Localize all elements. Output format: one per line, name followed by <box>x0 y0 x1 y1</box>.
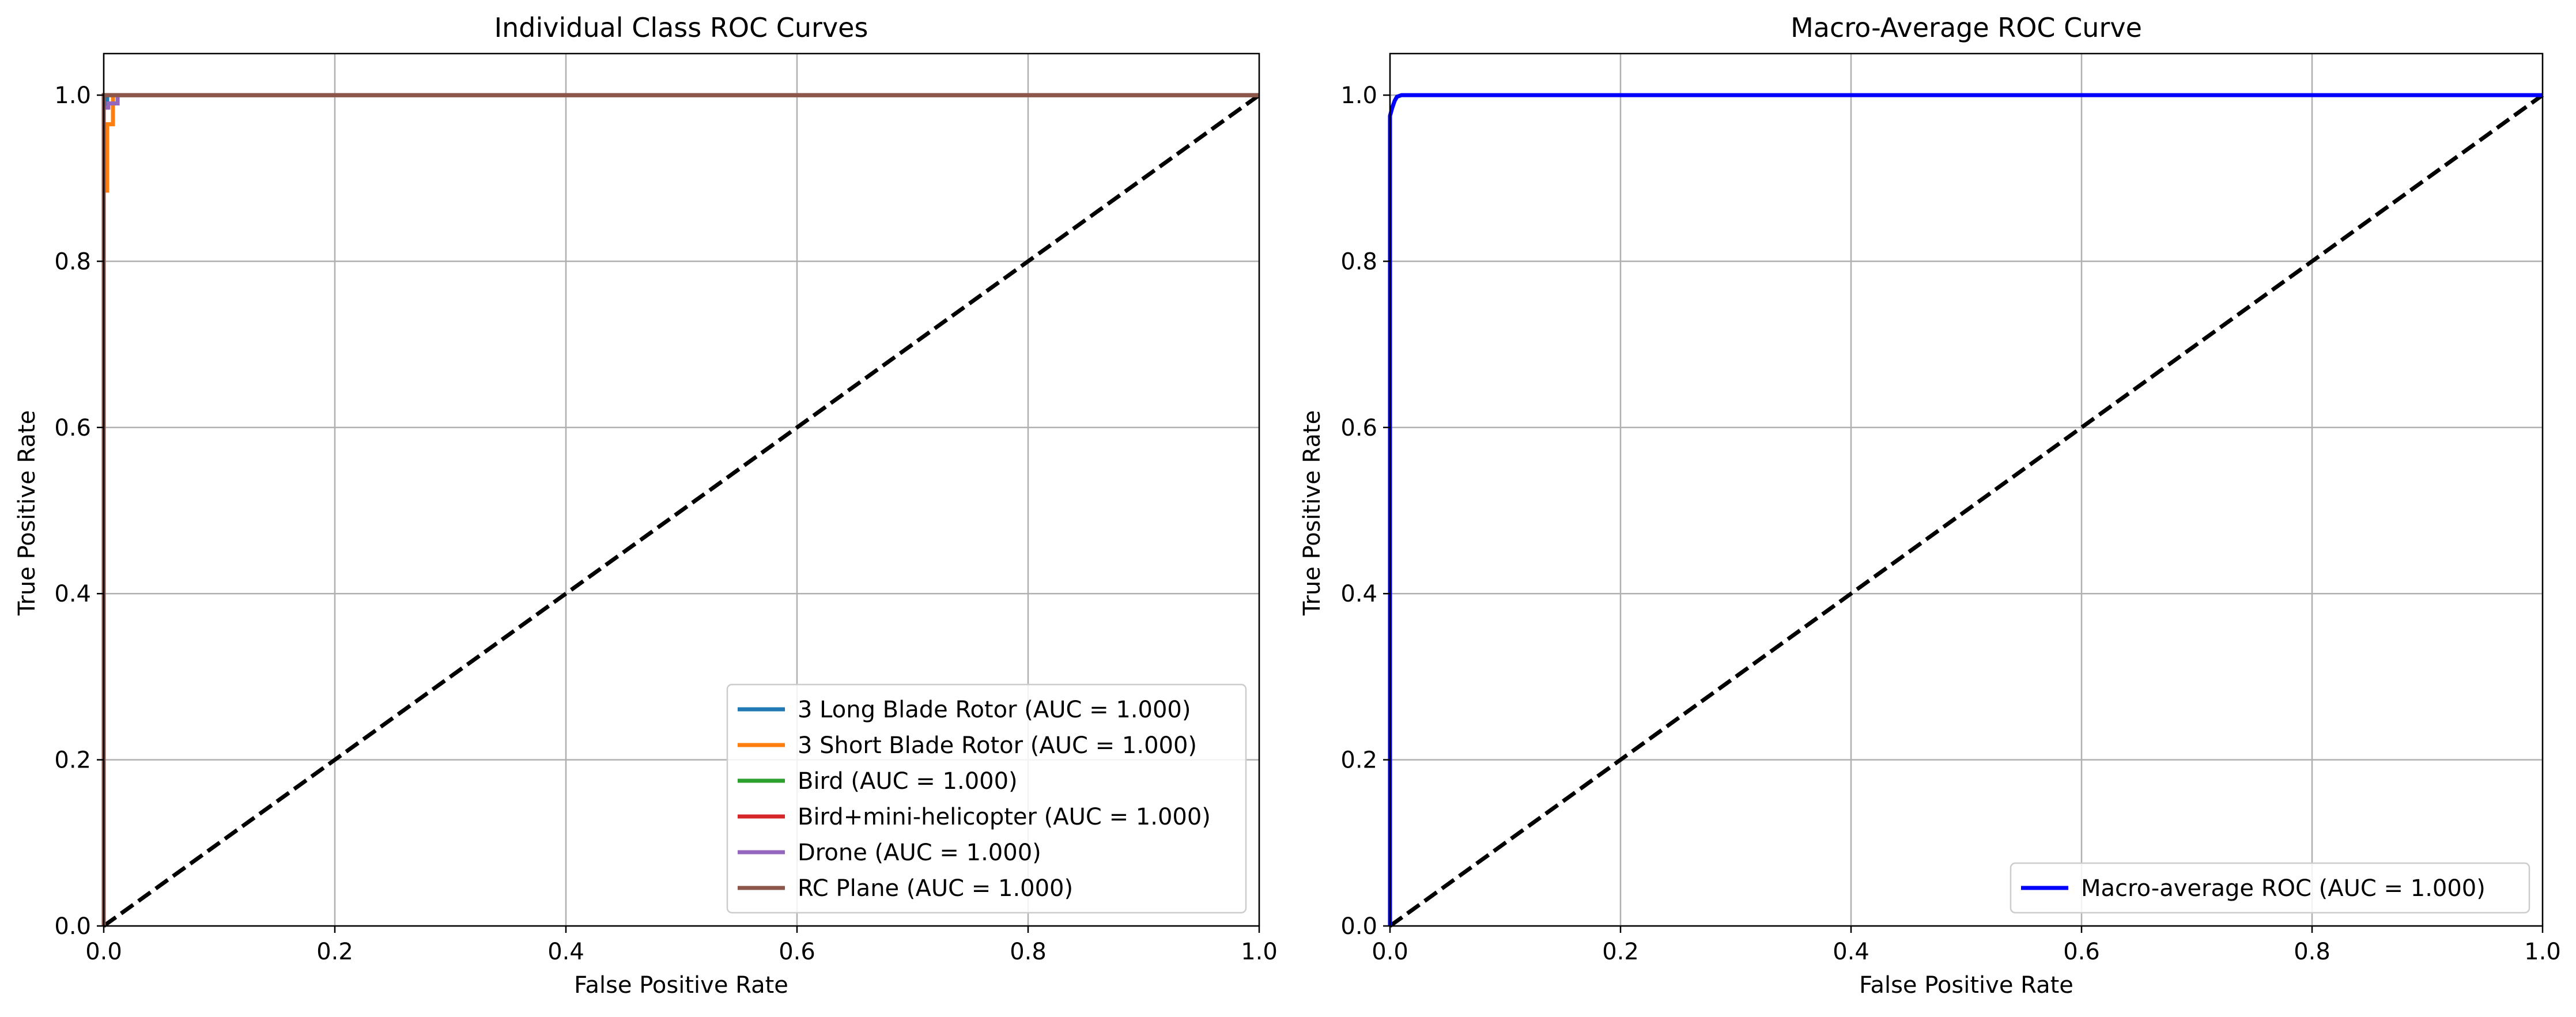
x-tick-label: 0.2 <box>316 939 353 965</box>
y-tick-label: 1.0 <box>1340 82 1377 109</box>
x-tick-label: 0.6 <box>779 939 815 965</box>
legend-entry: Macro-average ROC (AUC = 1.000) <box>2081 875 2486 902</box>
x-tick-label: 0.2 <box>1602 939 1639 965</box>
chart-title: Macro-Average ROC Curve <box>1791 12 2142 43</box>
legend-box <box>726 683 1247 914</box>
y-tick-label: 0.4 <box>1340 581 1377 607</box>
y-axis-label: True Positive Rate <box>1299 410 1325 616</box>
y-tick-label: 0.8 <box>1340 248 1377 275</box>
panel-macro-roc: Macro-Average ROC Curve False Positive R… <box>1299 12 2561 999</box>
chance-reference-line <box>1388 93 2544 928</box>
x-tick-label: 0.6 <box>2063 939 2100 965</box>
axes-frame <box>1389 52 2544 927</box>
x-tick-label: 0.0 <box>1372 939 1408 965</box>
y-tick-label: 0.2 <box>1340 747 1377 774</box>
x-tick-label: 1.0 <box>1241 939 1278 965</box>
y-tick-label: 1.0 <box>54 82 91 109</box>
legend-entry: Drone (AUC = 1.000) <box>798 840 1041 866</box>
x-tick-label: 0.8 <box>1010 939 1047 965</box>
y-tick-label: 0.0 <box>54 913 91 940</box>
y-axis-label: True Positive Rate <box>14 410 40 616</box>
legend-entry: 3 Short Blade Rotor (AUC = 1.000) <box>798 732 1197 759</box>
axes-frame <box>103 52 1260 927</box>
y-tick-label: 0.8 <box>54 248 91 275</box>
legend-entry: Bird (AUC = 1.000) <box>798 768 1018 795</box>
y-tick-label: 0.0 <box>1340 913 1377 940</box>
x-axis-label: False Positive Rate <box>574 972 788 999</box>
y-tick-label: 0.4 <box>54 581 91 607</box>
legend-entry: RC Plane (AUC = 1.000) <box>798 875 1073 902</box>
y-tick-label: 0.2 <box>54 747 91 774</box>
chart-title: Individual Class ROC Curves <box>494 12 868 43</box>
y-tick-label: 0.6 <box>54 415 91 441</box>
x-axis-label: False Positive Rate <box>1859 972 2073 999</box>
legend-entry: Bird+mini-helicopter (AUC = 1.000) <box>798 804 1211 830</box>
legend-entry: 3 Long Blade Rotor (AUC = 1.000) <box>798 697 1191 723</box>
legend-box <box>2010 862 2530 914</box>
x-tick-label: 0.8 <box>2294 939 2331 965</box>
x-tick-label: 0.0 <box>85 939 122 965</box>
chance-reference-line <box>102 93 1261 928</box>
x-tick-label: 1.0 <box>2524 939 2561 965</box>
panel-individual-roc: Individual Class ROC Curves False Positi… <box>14 12 1278 999</box>
y-tick-label: 0.6 <box>1340 415 1377 441</box>
x-tick-label: 0.4 <box>1833 939 1869 965</box>
x-tick-label: 0.4 <box>547 939 584 965</box>
